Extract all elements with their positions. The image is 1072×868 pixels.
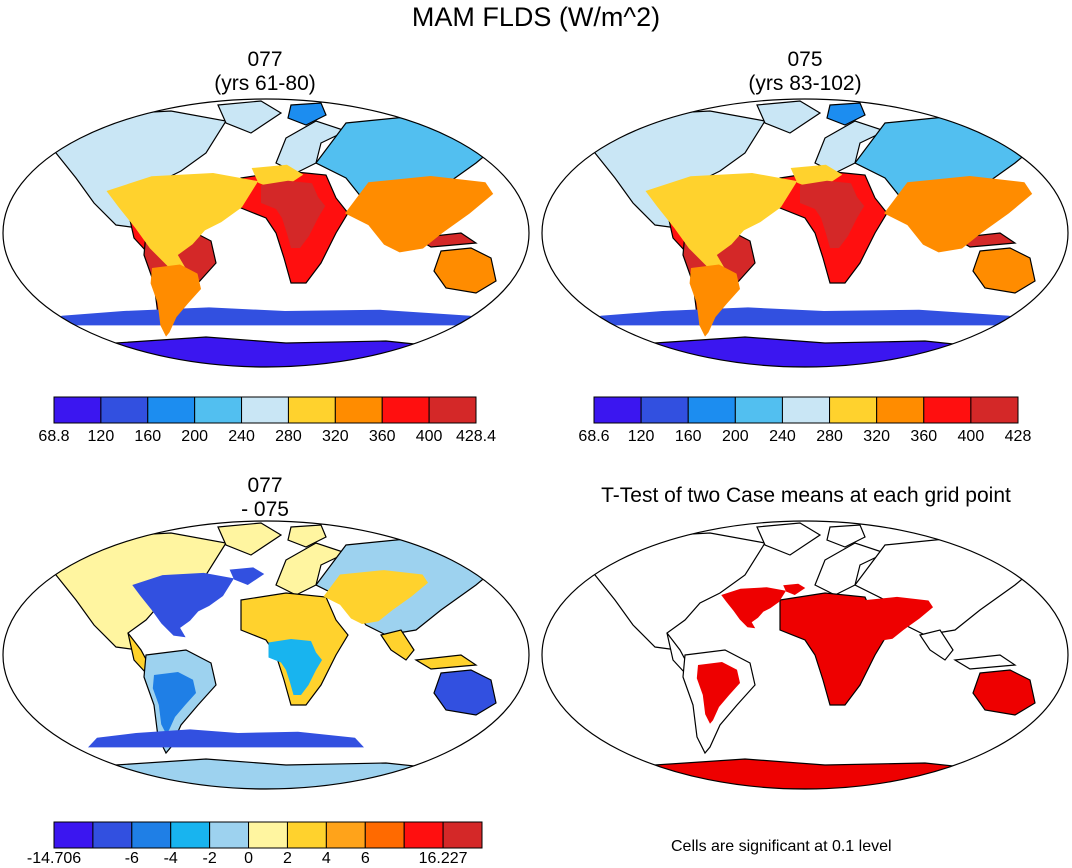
colorbar-tick-label: 68.8 (38, 428, 70, 445)
panel-title-diff: 077 (247, 474, 283, 497)
colorbar-tick-label: 320 (863, 428, 891, 445)
map-ttest (542, 521, 1068, 789)
colorbar-tick-label: 120 (627, 428, 655, 445)
colorbar-swatch (381, 396, 430, 424)
ant-region (35, 336, 497, 367)
colorbar-swatch (287, 396, 336, 424)
colorbar-swatch (334, 396, 383, 424)
colorbar-tick-label: -2 (202, 850, 217, 867)
colorbar-swatch (131, 821, 172, 849)
colorbar-swatch (428, 396, 477, 424)
colorbar-map-diff (53, 821, 483, 849)
panel-subtitle-diff: - 075 (241, 498, 289, 521)
colorbar-swatch (403, 821, 444, 849)
colorbar-tick-label: 120 (87, 428, 115, 445)
colorbar-tick-label: 280 (816, 428, 843, 445)
colorbar-swatch (147, 396, 196, 424)
colorbar-tick-label: 200 (721, 428, 749, 445)
ant-region (35, 758, 497, 789)
colorbar-tick-label: -6 (124, 850, 139, 867)
colorbar-swatch (325, 821, 366, 849)
colorbar-tick-label: 240 (769, 428, 796, 445)
ant-region (574, 336, 1036, 367)
significance-note: Cells are significant at 0.1 level (671, 838, 892, 855)
colorbar-swatch (442, 821, 483, 849)
colorbar-tick-label: 240 (228, 428, 255, 445)
colorbar-swatch (53, 396, 102, 424)
colorbar-tick-label: 68.6 (578, 428, 610, 445)
colorbar-tick-label: 6 (360, 850, 370, 867)
colorbar-swatch (241, 396, 289, 424)
colorbar-tick-label: 428.4 (455, 428, 497, 445)
colorbar-swatch (194, 396, 243, 424)
panel-title-075: 075 (787, 48, 823, 71)
colorbar-swatch (364, 821, 405, 849)
colorbar-map-077 (53, 396, 477, 424)
colorbar-swatch (170, 821, 211, 849)
colorbar-swatch (781, 396, 831, 424)
map-075 (542, 99, 1068, 367)
map-ttest-border (541, 520, 1069, 790)
colorbar-tick-label: 4 (321, 850, 331, 867)
colorbar-swatch (923, 396, 972, 424)
colorbar-tick-label: 0 (244, 850, 253, 867)
colorbar-swatch (970, 396, 1019, 424)
ant-region (574, 758, 1036, 789)
colorbar-tick-label: 160 (134, 428, 162, 445)
colorbar-tick-label: 320 (321, 428, 349, 445)
colorbar-tick-label: 360 (368, 428, 396, 445)
colorbar-swatch (209, 821, 250, 849)
panel-title-ttest: T-Test of two Case means at each grid po… (601, 484, 1011, 507)
colorbar-tick-label: -14.706 (26, 850, 82, 867)
colorbar-tick-label: 200 (181, 428, 209, 445)
colorbar-tick-label: 428 (1004, 428, 1032, 445)
colorbar-swatch (640, 396, 689, 424)
colorbar-swatch (92, 821, 133, 849)
colorbar-tick-label: 16.227 (418, 850, 468, 867)
colorbar-tick-label: 280 (275, 428, 302, 445)
map-075-border (541, 98, 1069, 368)
colorbar-swatch (876, 396, 925, 424)
colorbar-tick-label: 160 (674, 428, 702, 445)
colorbar-tick-label: 400 (957, 428, 985, 445)
colorbar-map-075 (593, 396, 1019, 424)
colorbar-swatch (100, 396, 149, 424)
panel-title-077: 077 (247, 48, 283, 71)
colorbar-swatch (53, 821, 94, 849)
colorbar-tick-label: 2 (283, 850, 292, 867)
colorbar-swatch (286, 821, 327, 849)
map-diff-border (2, 520, 530, 790)
panel-subtitle-077: (yrs 61-80) (214, 72, 316, 95)
colorbar-swatch (593, 396, 642, 424)
colorbar-swatch (734, 396, 783, 424)
map-077 (3, 99, 529, 367)
map-diff (3, 521, 529, 789)
colorbar-swatch (829, 396, 878, 424)
main-title: MAM FLDS (W/m^2) (411, 2, 661, 32)
colorbar-swatch (248, 821, 288, 849)
colorbar-swatch (687, 396, 736, 424)
colorbar-tick-label: -4 (163, 850, 178, 867)
colorbar-tick-label: 360 (910, 428, 938, 445)
panel-subtitle-075: (yrs 83-102) (748, 72, 862, 95)
colorbar-tick-label: 400 (415, 428, 443, 445)
map-077-border (2, 98, 530, 368)
